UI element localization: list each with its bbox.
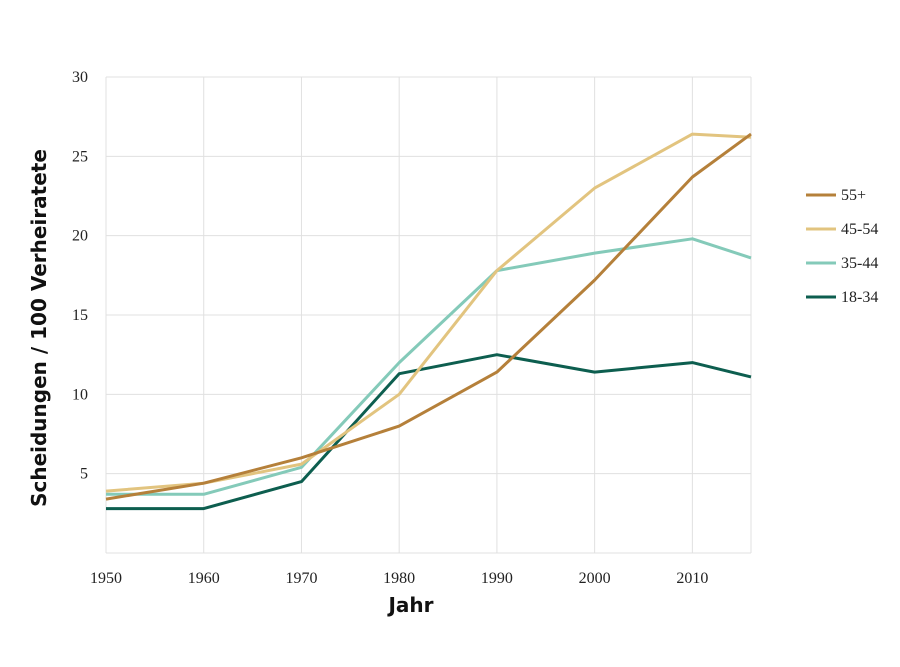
series-line-55+ xyxy=(105,132,752,501)
y-tick-label: 20 xyxy=(72,228,88,245)
x-tick-label: 1990 xyxy=(481,570,513,587)
legend-label: 55+ xyxy=(841,187,866,204)
series-lines xyxy=(105,132,752,511)
legend-label: 45-54 xyxy=(841,221,878,238)
y-tick-label: 30 xyxy=(72,69,88,86)
x-tick-label: 2000 xyxy=(579,570,611,587)
y-tick-label: 15 xyxy=(72,307,88,324)
series-line-45-54 xyxy=(105,132,752,493)
gridlines xyxy=(105,76,752,554)
legend-label: 35-44 xyxy=(841,255,878,272)
series-line-18-34 xyxy=(106,353,752,511)
x-axis-title: Jahr xyxy=(386,593,433,617)
series-line-35-44 xyxy=(106,237,752,496)
x-axis-ticks: 1950 1960 1970 1980 1990 2000 2010 xyxy=(90,570,708,587)
y-tick-label: 25 xyxy=(72,148,88,165)
y-tick-label: 5 xyxy=(80,466,88,483)
y-axis-ticks: 5 10 15 20 25 30 xyxy=(72,69,88,483)
x-tick-label: 1960 xyxy=(188,570,220,587)
x-tick-label: 2010 xyxy=(676,570,708,587)
x-tick-label: 1970 xyxy=(285,570,317,587)
y-tick-label: 10 xyxy=(72,386,88,403)
x-tick-label: 1950 xyxy=(90,570,122,587)
y-axis-title: Scheidungen / 100 Verheiratete xyxy=(27,149,51,507)
legend: 55+ 45-54 35-44 18-34 xyxy=(806,187,878,306)
x-tick-label: 1980 xyxy=(383,570,415,587)
legend-label: 18-34 xyxy=(841,289,878,306)
